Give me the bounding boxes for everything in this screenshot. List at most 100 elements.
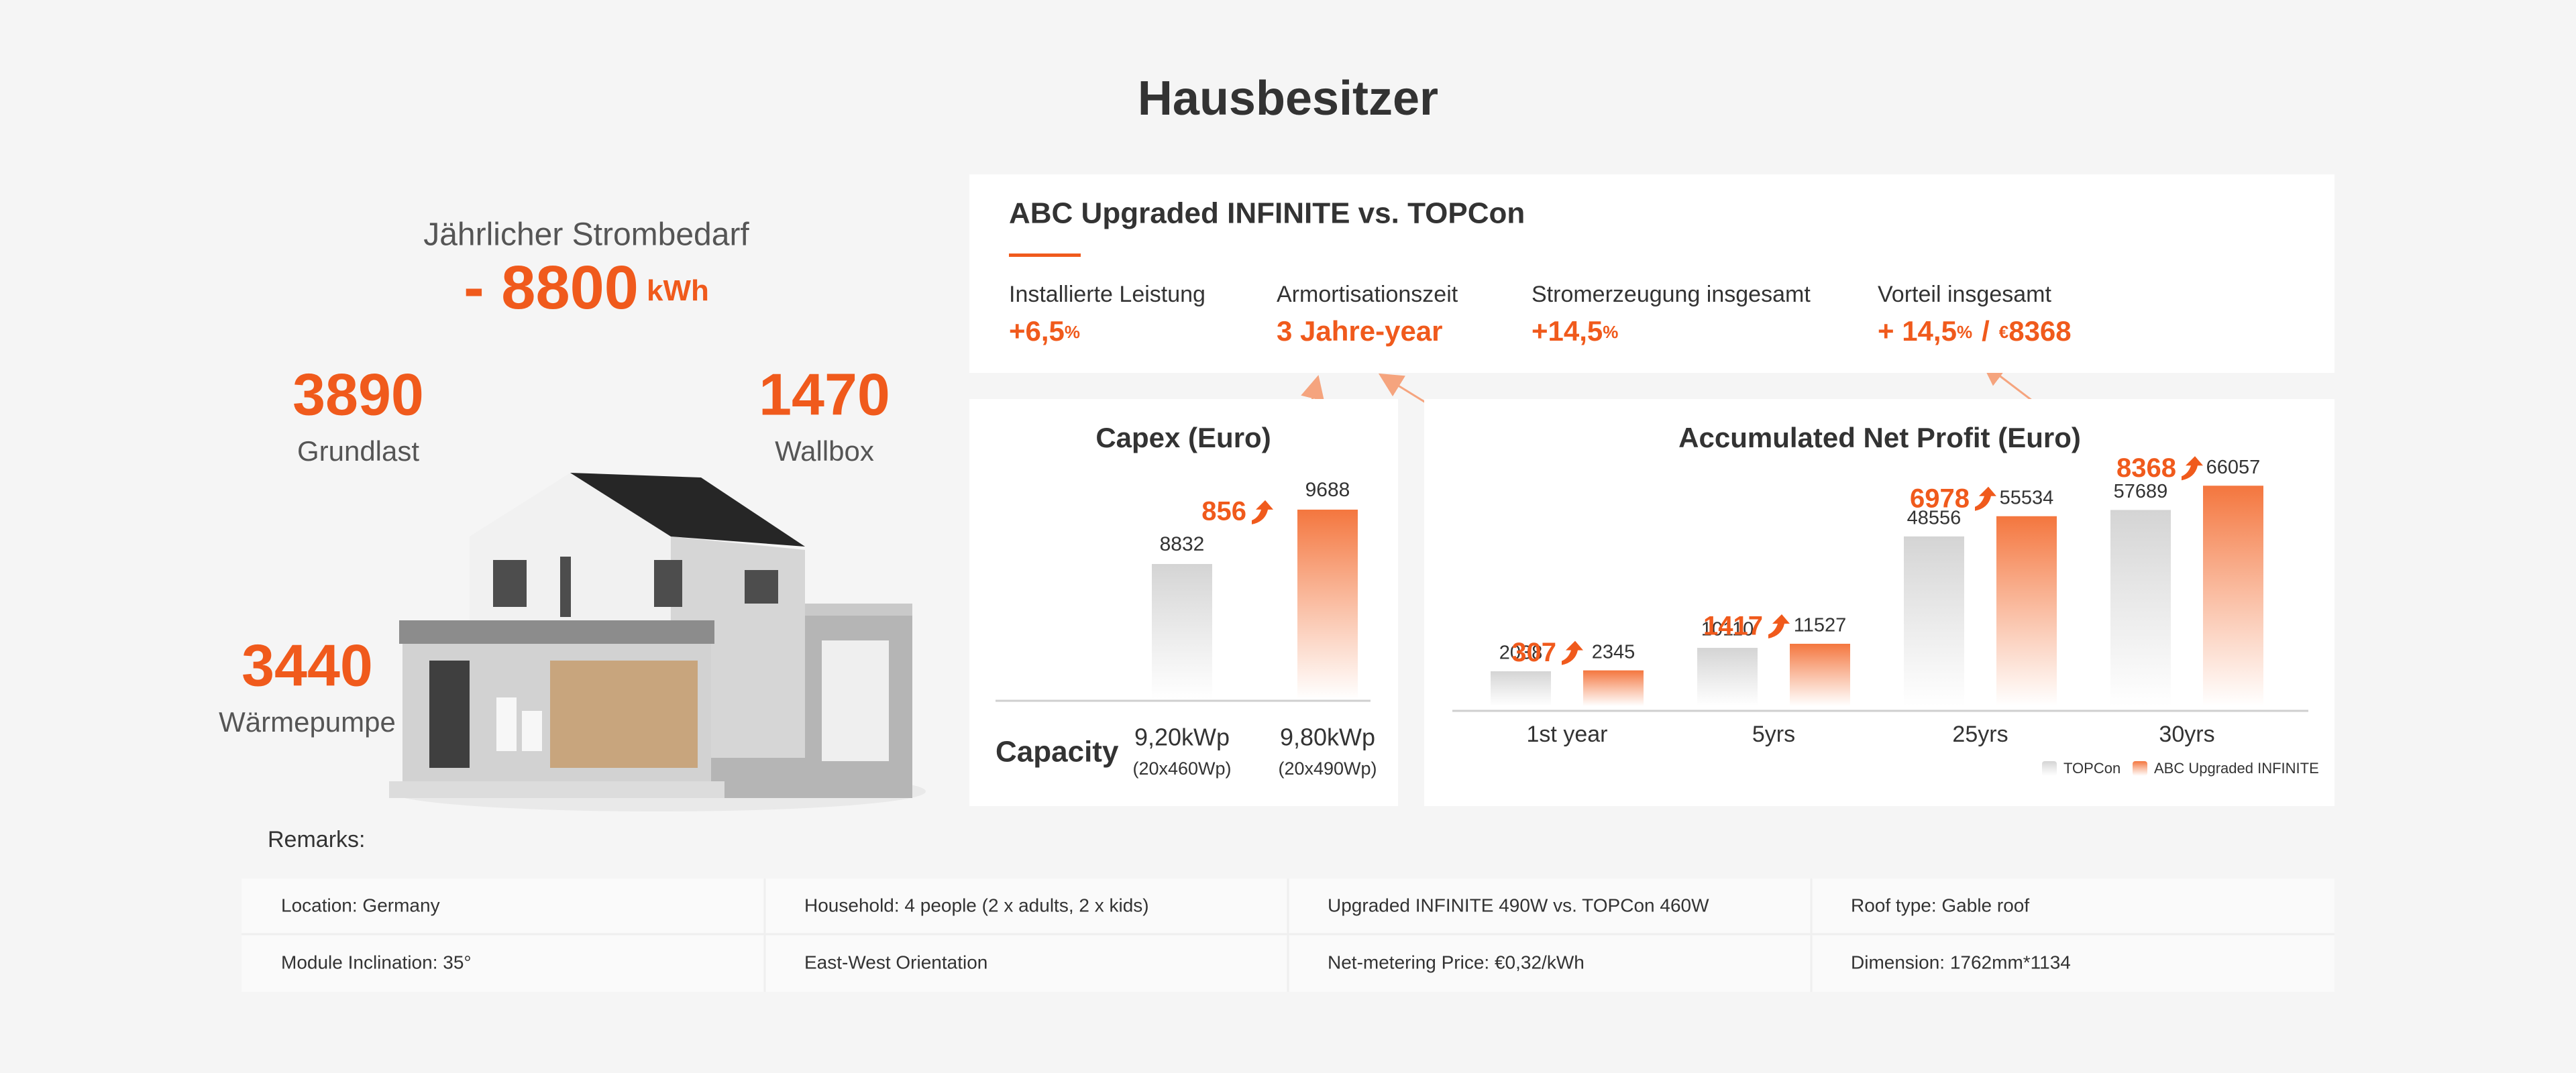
value-label: 57689 — [2114, 481, 2168, 502]
bar — [1697, 648, 1758, 706]
summary-label: Vorteil insgesamt — [1878, 282, 2051, 307]
legend-label: TOPCon — [2063, 760, 2121, 777]
chart-title: Accumulated Net Profit (Euro) — [1678, 422, 2081, 453]
value-label: 11527 — [1794, 615, 1847, 636]
legend-label: ABC Upgraded INFINITE — [2154, 760, 2319, 777]
bar — [1790, 643, 1850, 706]
load-label: Wärmepumpe — [219, 706, 396, 738]
window — [654, 560, 682, 607]
window — [429, 661, 470, 768]
page-title: Hausbesitzer — [1138, 72, 1438, 125]
demand-number: - 8800 — [464, 253, 639, 322]
bar — [1297, 509, 1358, 699]
bar — [1583, 670, 1644, 706]
demand-value: - 8800 kWh — [464, 253, 709, 322]
summary-number: +6,5 — [1009, 315, 1065, 347]
remark-cell: East-West Orientation — [804, 952, 987, 972]
value-label: 8832 — [1160, 533, 1205, 555]
profit-card — [1424, 399, 2334, 806]
summary-value: + 14,5% / €8368 — [1878, 315, 2072, 347]
summary-label: Armortisationszeit — [1277, 282, 1458, 307]
category-label: 25yrs — [1952, 722, 2008, 747]
bar — [2203, 486, 2263, 706]
summary-number: + 14,5 — [1878, 315, 1957, 347]
category-title: Capacity — [996, 736, 1119, 769]
category-label: 5yrs — [1752, 722, 1795, 747]
increase-arrow — [1562, 640, 1583, 665]
summary-separator: / — [1982, 315, 1990, 347]
summary-title: ABC Upgraded INFINITE vs. TOPCon — [1009, 197, 1525, 230]
remark-cell: Location: Germany — [281, 895, 440, 915]
value-label: 2038 — [1499, 642, 1543, 664]
summary-value: 3 Jahre-year — [1277, 315, 1443, 347]
window — [745, 570, 778, 604]
increase-arrow — [1252, 500, 1273, 524]
living-room-glass — [550, 661, 698, 768]
garage-door — [822, 640, 889, 761]
load-value: 3440 — [241, 632, 373, 698]
bar — [1996, 516, 2057, 706]
remark-cell: Roof type: Gable roof — [1851, 895, 2029, 915]
summary-unit: % — [1603, 322, 1618, 342]
summary-unit: % — [1065, 322, 1080, 342]
category-label: 30yrs — [2159, 722, 2214, 747]
legend-swatch — [2042, 761, 2057, 776]
window — [493, 560, 527, 607]
increase-arrow — [1975, 486, 1996, 511]
summary-amount: 8368 — [2008, 315, 2071, 347]
difference-label: 8368 — [2116, 453, 2176, 483]
chart-title: Capex (Euro) — [1095, 422, 1271, 453]
remarks-title: Remarks: — [268, 827, 365, 852]
summary-number: +14,5 — [1532, 315, 1603, 347]
legend-swatch — [2133, 761, 2147, 776]
category-label: 9,80kWp — [1280, 724, 1375, 751]
category-label: 1st year — [1527, 722, 1608, 747]
summary-label: Installierte Leistung — [1009, 282, 1205, 307]
remark-cell: Household: 4 people (2 x adults, 2 x kid… — [804, 895, 1149, 915]
difference-label: 6978 — [1910, 484, 1970, 513]
summary-value: +14,5% — [1532, 315, 1618, 347]
remark-cell: Dimension: 1762mm*1134 — [1851, 952, 2071, 972]
increase-arrow — [2182, 456, 2203, 481]
inverter — [522, 711, 542, 751]
summary-number: 3 Jahre-year — [1277, 315, 1443, 347]
bar — [1152, 564, 1212, 699]
load-value: 1470 — [759, 361, 890, 427]
summary-unit: % — [1957, 322, 1972, 342]
difference-label: 307 — [1511, 638, 1556, 667]
remark-cell: Net-metering Price: €0,32/kWh — [1328, 952, 1585, 972]
value-label: 9688 — [1305, 479, 1350, 501]
category-note: (20x460Wp) — [1132, 758, 1231, 779]
house-illustration — [389, 473, 926, 811]
category-label: 9,20kWp — [1134, 724, 1230, 751]
demand-unit: kWh — [647, 274, 709, 307]
category-note: (20x490Wp) — [1278, 758, 1377, 779]
increase-arrow — [1768, 614, 1790, 638]
title-underline — [1009, 253, 1081, 257]
load-value: 3890 — [292, 361, 424, 427]
battery — [496, 697, 517, 751]
value-label: 2345 — [1592, 641, 1635, 663]
summary-currency: € — [1999, 322, 2008, 342]
window — [560, 557, 571, 617]
extension-roof — [399, 620, 714, 644]
demand-label: Jährlicher Strombedarf — [423, 217, 749, 253]
remark-cell: Upgraded INFINITE 490W vs. TOPCon 460W — [1328, 895, 1709, 915]
summary-label: Stromerzeugung insgesamt — [1532, 282, 1811, 307]
value-label: 48556 — [1907, 508, 1962, 529]
summary-card — [969, 174, 2334, 373]
load-label: Wallbox — [775, 435, 874, 467]
value-label: 66057 — [2206, 457, 2261, 478]
difference-label: 1417 — [1703, 612, 1763, 641]
solar-roof — [570, 473, 805, 547]
difference-label: 856 — [1201, 496, 1246, 526]
remark-cell: Module Inclination: 35° — [281, 952, 472, 972]
summary-value: +6,5% — [1009, 315, 1080, 347]
load-label: Grundlast — [297, 435, 419, 467]
value-label: 10110 — [1701, 619, 1754, 640]
value-label: 55534 — [2000, 487, 2054, 508]
terrace — [389, 781, 724, 798]
bar — [1904, 536, 1964, 706]
bar — [2110, 510, 2171, 706]
